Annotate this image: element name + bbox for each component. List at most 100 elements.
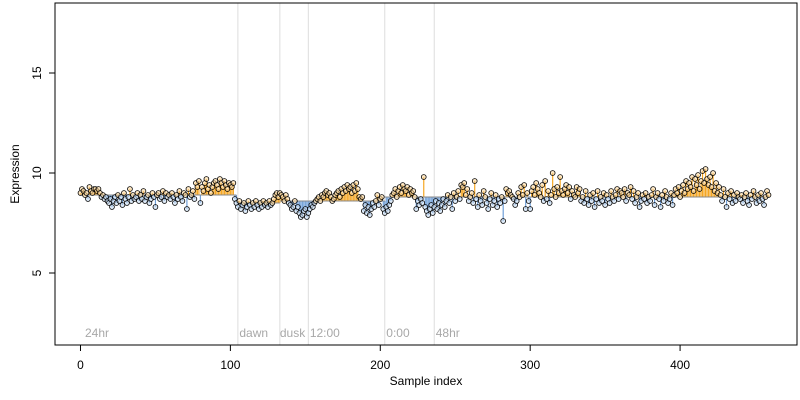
point xyxy=(552,194,559,200)
point xyxy=(591,204,598,210)
point xyxy=(761,202,767,208)
point xyxy=(185,186,192,192)
point xyxy=(539,182,545,188)
point xyxy=(446,200,453,206)
point xyxy=(488,190,495,196)
point xyxy=(83,190,90,196)
point xyxy=(687,184,694,190)
point xyxy=(191,196,198,202)
point xyxy=(594,188,601,194)
point xyxy=(500,218,506,224)
point xyxy=(566,184,572,190)
point xyxy=(542,178,548,184)
point xyxy=(497,200,504,206)
point xyxy=(717,192,724,198)
point xyxy=(124,200,130,206)
point xyxy=(666,196,673,202)
point xyxy=(203,176,210,182)
point xyxy=(236,198,243,204)
point xyxy=(425,212,432,218)
point xyxy=(486,196,493,202)
point xyxy=(470,200,477,206)
period-label: 0:00 xyxy=(386,326,410,340)
point xyxy=(524,190,530,196)
point xyxy=(602,202,608,208)
point xyxy=(701,180,707,186)
point xyxy=(393,194,400,200)
point xyxy=(155,190,162,196)
point xyxy=(190,188,196,194)
point xyxy=(119,202,126,208)
period-label: dusk xyxy=(280,326,306,340)
point xyxy=(498,194,505,200)
point xyxy=(623,198,629,204)
point xyxy=(651,202,658,208)
y-axis-label: Expression xyxy=(8,144,22,203)
point xyxy=(462,192,469,198)
point xyxy=(584,196,590,202)
point xyxy=(456,196,463,202)
point xyxy=(176,188,183,194)
point xyxy=(590,190,596,196)
y-tick-label: 15 xyxy=(30,66,44,80)
x-tick-label: 0 xyxy=(77,358,84,372)
point xyxy=(629,196,635,202)
point xyxy=(549,170,556,176)
point xyxy=(441,204,448,210)
point xyxy=(707,174,713,180)
point xyxy=(366,212,373,218)
y-tick-label: 5 xyxy=(30,269,44,276)
point xyxy=(612,192,619,198)
point xyxy=(230,180,237,186)
point xyxy=(677,194,683,200)
point xyxy=(522,206,529,212)
point xyxy=(172,200,178,206)
point xyxy=(413,206,420,212)
point xyxy=(579,194,586,200)
point xyxy=(726,196,733,202)
point xyxy=(200,188,207,194)
point xyxy=(690,188,697,194)
point xyxy=(650,186,656,192)
point xyxy=(527,206,533,212)
point xyxy=(525,198,532,204)
point xyxy=(740,200,746,206)
point xyxy=(317,198,324,204)
point xyxy=(182,192,189,198)
point xyxy=(158,194,165,200)
point xyxy=(615,196,622,202)
point xyxy=(184,206,190,212)
point xyxy=(554,184,560,190)
point xyxy=(642,190,649,196)
point xyxy=(654,190,661,196)
point xyxy=(374,192,381,198)
point xyxy=(482,194,489,200)
point xyxy=(109,204,115,210)
point xyxy=(411,194,418,200)
x-tick-label: 400 xyxy=(670,358,690,372)
point xyxy=(241,200,247,206)
point xyxy=(371,204,378,210)
point xyxy=(471,178,478,184)
point xyxy=(419,200,426,206)
point xyxy=(647,198,653,204)
point xyxy=(450,190,457,196)
point xyxy=(621,186,628,192)
point xyxy=(483,200,490,206)
point xyxy=(710,170,716,176)
point xyxy=(630,188,637,194)
point xyxy=(675,184,682,190)
point xyxy=(197,200,204,206)
point xyxy=(702,166,709,172)
point xyxy=(215,186,222,192)
point xyxy=(611,198,617,204)
x-tick-label: 100 xyxy=(220,358,240,372)
point xyxy=(521,182,527,188)
point xyxy=(708,184,715,190)
point xyxy=(728,188,734,194)
point xyxy=(746,202,752,208)
point xyxy=(429,210,436,216)
point xyxy=(530,184,536,190)
point xyxy=(140,188,147,194)
point xyxy=(420,174,427,180)
